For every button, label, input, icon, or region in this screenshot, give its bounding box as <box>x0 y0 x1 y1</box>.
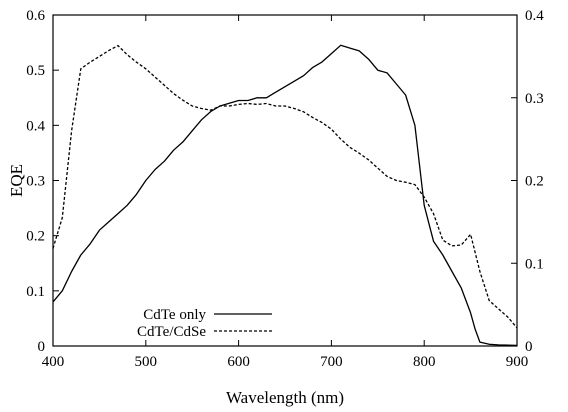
x-tick-label: 700 <box>320 354 343 370</box>
y-tick-label: 0.5 <box>26 63 45 79</box>
x-tick-label: 500 <box>135 354 158 370</box>
series-group <box>52 44 518 347</box>
y-axis-ticks: 0 0.1 0.2 0.3 0.4 0.5 0.6 <box>26 8 59 355</box>
y-tick-label: 0 <box>38 339 46 355</box>
series-line-1 <box>52 44 518 347</box>
x-tick-label: 600 <box>227 354 250 370</box>
plot-frame-group <box>52 14 518 347</box>
y-axis-title: EQE <box>7 164 26 197</box>
y-tick-label: 0.1 <box>26 284 45 300</box>
x-axis-title: Wavelength (nm) <box>226 388 344 407</box>
legend-label: CdTe/CdSe <box>137 324 206 340</box>
plot-frame <box>52 14 518 347</box>
series-line-2 <box>52 44 518 329</box>
legend-label: CdTe only <box>143 307 206 323</box>
x-tick-label: 400 <box>42 354 65 370</box>
y2-tick-label: 0.2 <box>525 174 544 190</box>
y-tick-label: 0.4 <box>26 118 45 134</box>
y-tick-label: 0.6 <box>26 8 45 24</box>
y2-tick-label: 0 <box>525 339 533 355</box>
y2-axis-ticks: 0 0.1 0.2 0.3 0.4 <box>511 8 544 355</box>
y-tick-label: 0.3 <box>26 174 45 190</box>
y-tick-label: 0.2 <box>26 229 45 245</box>
x-tick-label: 900 <box>506 354 529 370</box>
x-tick-label: 800 <box>413 354 436 370</box>
y2-tick-label: 0.3 <box>525 91 544 107</box>
y2-tick-label: 0.1 <box>525 256 544 272</box>
x-axis-ticks: 400 500 600 700 800 900 <box>42 15 529 370</box>
y2-tick-label: 0.4 <box>525 8 544 24</box>
